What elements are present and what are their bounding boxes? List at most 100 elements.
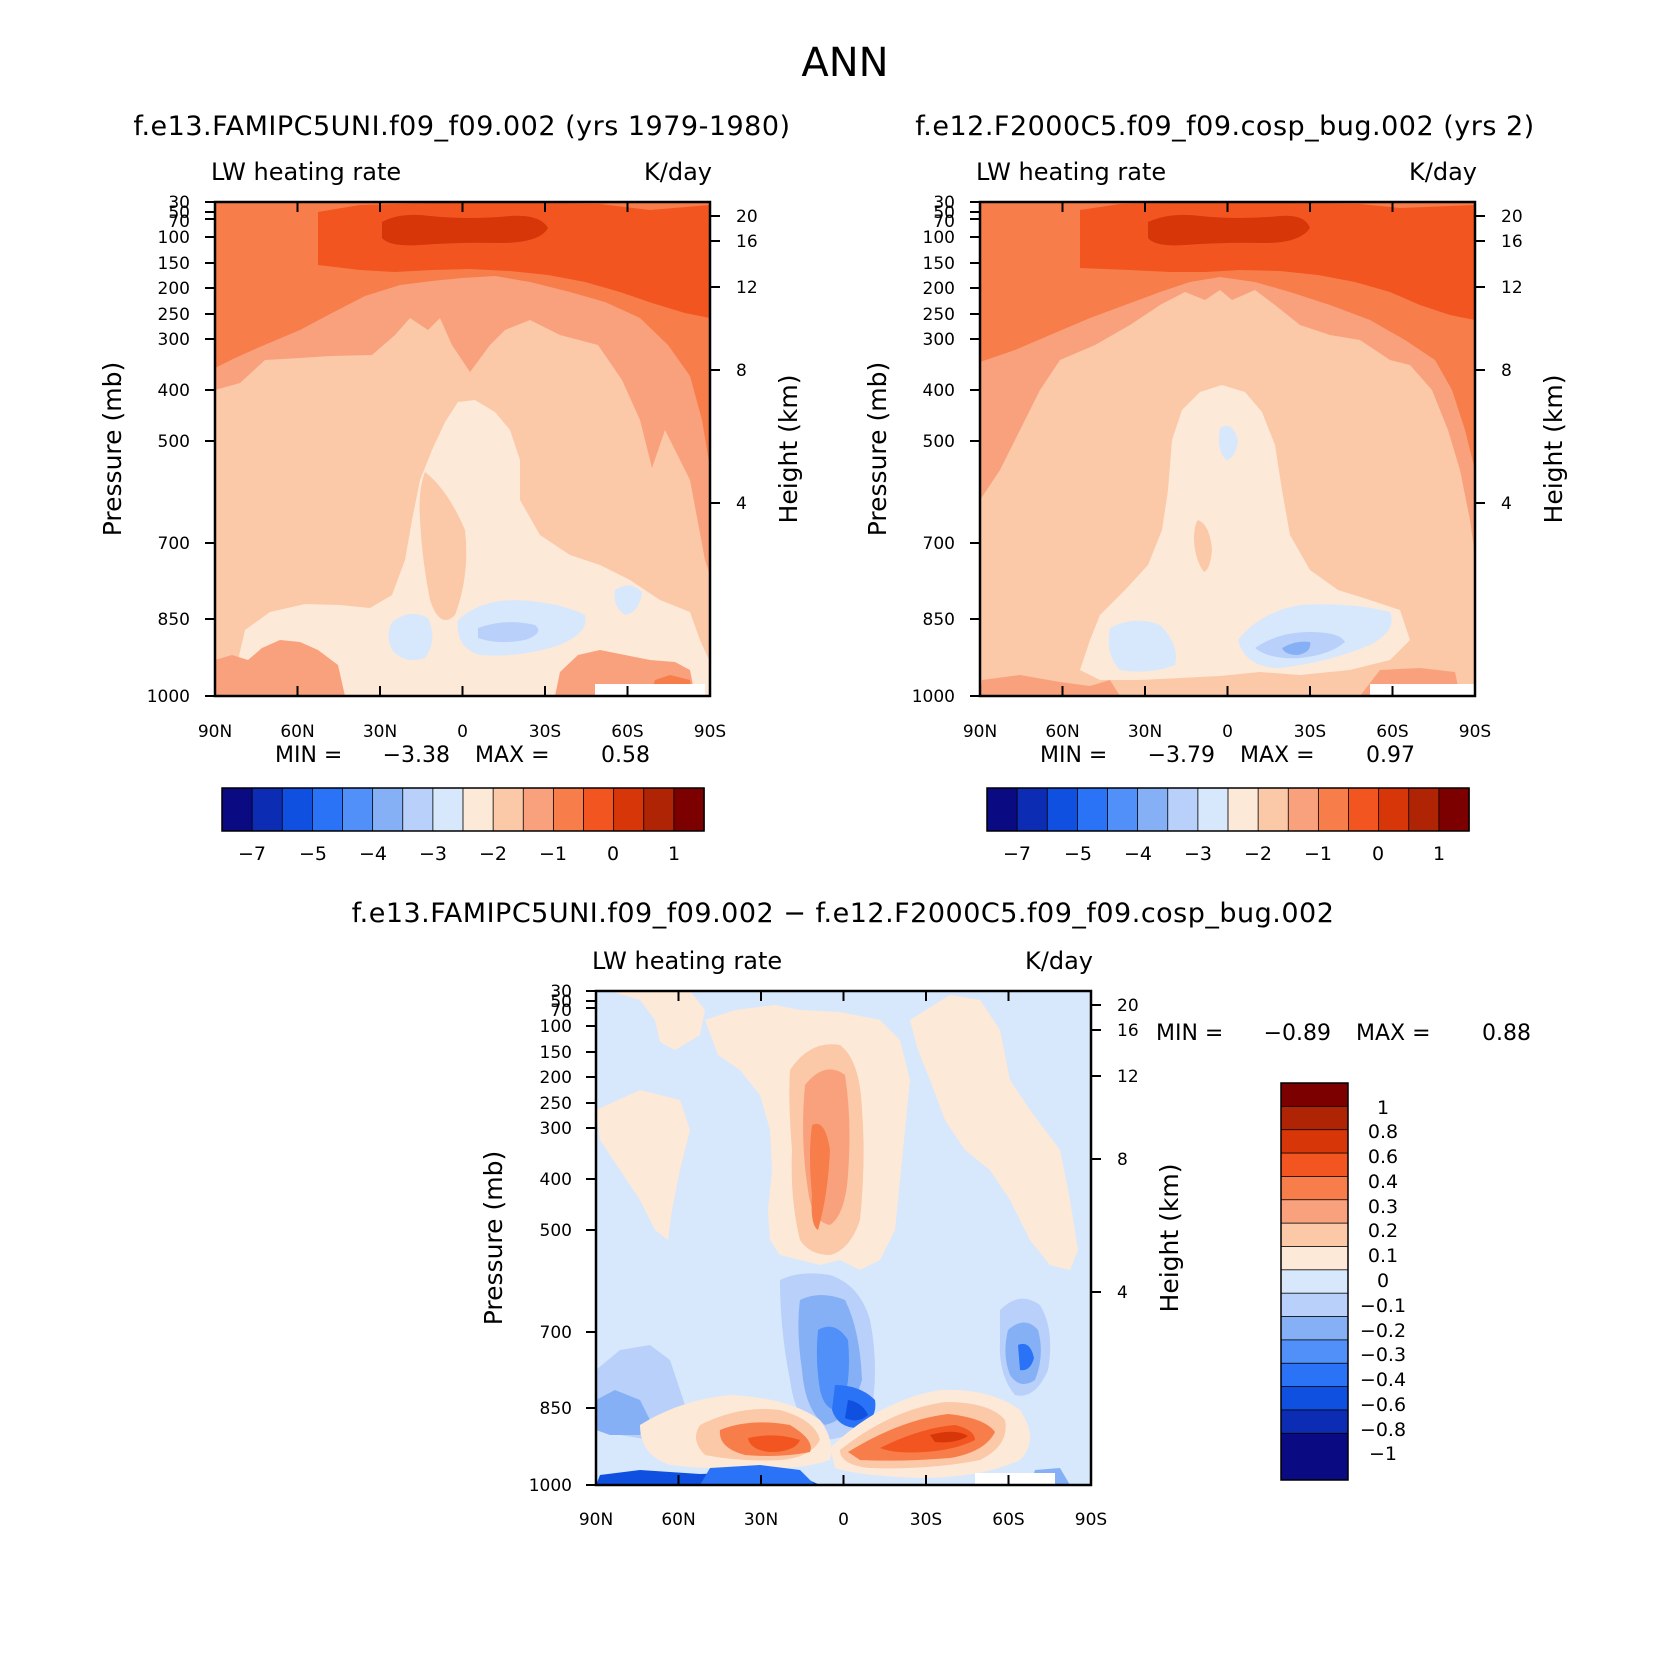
min-value: −3.79 [1148,743,1215,768]
units-label: K/day [644,158,712,186]
colorbar-swatch [1280,1105,1349,1131]
y-axis-height: 20 16 12 8 4 Height (km) [710,207,803,523]
colorbar-swatch [1438,787,1470,832]
y-tick-label: 500 [540,1221,572,1241]
colorbar-label: −2 [479,843,507,865]
colorbar-label: −3 [1184,843,1212,865]
colorbar-label: −0.3 [1360,1344,1406,1366]
x-tick-label: 0 [457,722,468,742]
colorbar-swatch [402,787,434,832]
colorbar-label: 0.3 [1368,1196,1398,1218]
x-tick-label: 90N [198,722,232,742]
colorbar-swatch [1280,1246,1349,1271]
colorbar-swatch [1046,787,1079,832]
colorbar-swatch [1076,787,1109,832]
y-tick-label: 30 [168,193,190,213]
panel-model-b: f.e12.F2000C5.f09_f09.cosp_bug.002 (yrs … [863,111,1568,865]
y2-tick-label: 16 [1501,232,1523,252]
colorbar-swatch [251,787,283,832]
colorbar-swatch [281,787,314,832]
colorbar-label: −7 [238,843,266,865]
x-tick-label: 90S [1459,722,1491,742]
colorbar-swatch [583,787,615,832]
y2-axis-label: Height (km) [1539,375,1568,524]
x-tick-label: 90N [963,722,997,742]
y-tick-label: 100 [540,1017,572,1037]
min-label: MIN = [1156,1021,1223,1046]
colorbar-swatch [1280,1339,1349,1364]
x-tick-label: 0 [838,1510,849,1530]
max-value: 0.88 [1482,1021,1531,1046]
units-label: K/day [1409,158,1477,186]
colorbar: 1 0.8 0.6 0.4 0.3 0.2 0.1 0 −0.1 −0.2 −0… [1280,1082,1406,1481]
y2-tick-label: 16 [736,232,758,252]
variable-label: LW heating rate [211,158,401,186]
panel-title: f.e13.FAMIPC5UNI.f09_f09.002 − f.e12.F20… [352,898,1335,929]
x-tick-label: 60N [280,722,314,742]
colorbar-swatch [1227,787,1259,832]
colorbar-label: 0.2 [1368,1220,1398,1242]
colorbar-swatch [1280,1269,1349,1294]
x-axis: 90N 60N 30N 0 30S 60S 90S [579,991,1107,1530]
x-tick-label: 0 [1222,722,1233,742]
y-tick-label: 400 [158,381,190,401]
colorbar-label: −5 [1064,843,1092,865]
min-label: MIN = [275,743,342,768]
y-tick-label: 300 [158,330,190,350]
y-tick-label: 250 [540,1094,572,1114]
x-tick-label: 30S [529,722,561,742]
colorbar-label: 1 [1433,843,1445,865]
colorbar-label: −1 [539,843,567,865]
colorbar-swatch [673,787,705,832]
colorbar-swatch [1280,1362,1349,1388]
y-axis-pressure: 30 50 70 100 150 200 250 300 400 500 700… [479,982,596,1496]
colorbar-swatch [1137,787,1169,832]
x-axis: 90N 60N 30N 0 30S 60S 90S [963,202,1491,742]
y2-tick-label: 12 [736,278,758,298]
y2-tick-label: 8 [1501,361,1512,381]
y-tick-label: 30 [550,982,572,1002]
y2-tick-label: 8 [1117,1150,1128,1170]
y2-tick-label: 20 [736,207,758,227]
y2-tick-label: 4 [736,494,747,514]
colorbar-swatch [986,787,1018,832]
colorbar-swatch [372,787,404,832]
y-tick-label: 400 [923,381,955,401]
colorbar-label: −0.1 [1360,1295,1406,1317]
x-tick-label: 60N [661,1510,695,1530]
colorbar-swatch [1348,787,1380,832]
y-tick-label: 850 [923,610,955,630]
colorbar-swatch [1317,787,1350,832]
y-tick-label: 50 [550,992,572,1012]
colorbar-swatch [1197,787,1229,832]
max-label: MAX = [1240,743,1315,768]
x-tick-label: 90N [579,1510,613,1530]
y-tick-label: 250 [158,305,190,325]
x-tick-label: 60S [611,722,643,742]
colorbar-label: −1 [1369,1443,1397,1465]
y-tick-label: 50 [933,203,955,223]
y2-tick-label: 4 [1501,494,1512,514]
colorbar-swatch [1280,1176,1349,1201]
y-tick-label: 1000 [912,687,955,707]
y-tick-label: 700 [540,1323,572,1343]
colorbar-swatch [1280,1152,1349,1178]
colorbar-swatch [1287,787,1320,832]
y-tick-label: 500 [923,432,955,452]
colorbar-swatch [1408,787,1440,832]
y-axis-pressure: 30 50 70 100 150 200 250 300 400 500 700… [863,193,980,707]
colorbar-label: −0.8 [1360,1419,1406,1441]
colorbar-label: −3 [419,843,447,865]
colorbar-swatch [1016,787,1048,832]
y-tick-label: 300 [540,1119,572,1139]
y-tick-label: 200 [158,279,190,299]
y2-tick-label: 16 [1117,1021,1139,1041]
figure-title: ANN [801,40,888,86]
min-label: MIN = [1040,743,1107,768]
x-tick-label: 90S [694,722,726,742]
colorbar-label: −4 [359,843,387,865]
y2-tick-label: 12 [1117,1067,1139,1087]
y-tick-label: 700 [923,534,955,554]
colorbar-swatch [613,787,645,832]
